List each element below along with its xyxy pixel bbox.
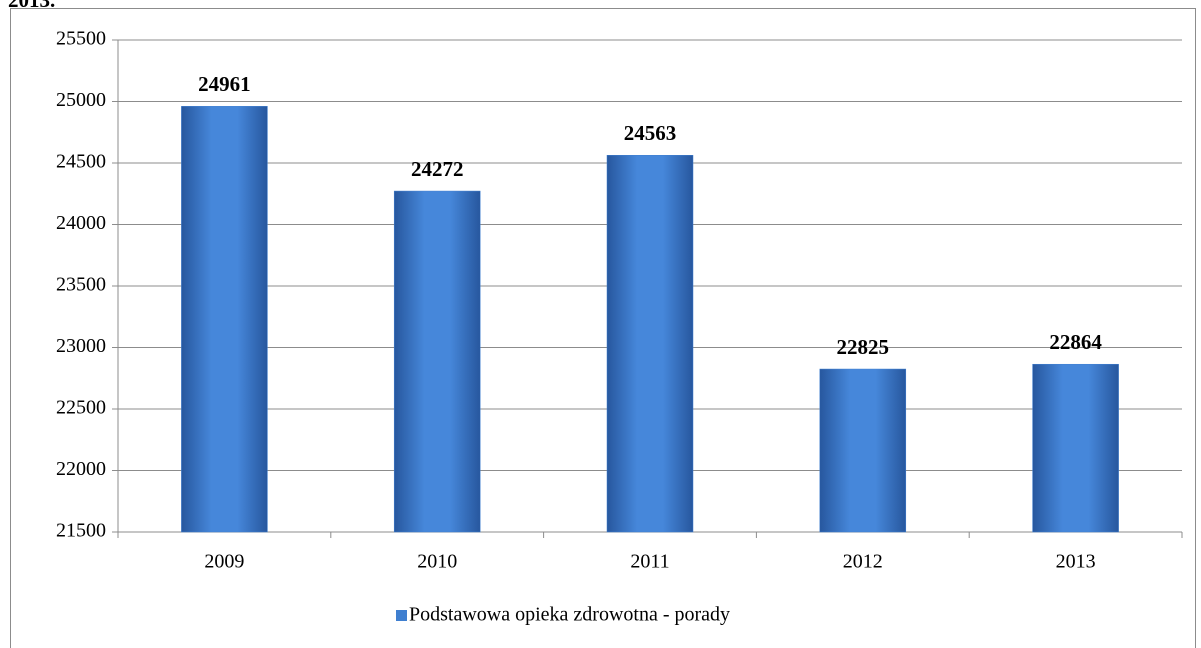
data-label: 24563 bbox=[624, 121, 677, 145]
y-tick-label: 25500 bbox=[56, 28, 106, 50]
data-label: 24961 bbox=[198, 72, 251, 96]
x-tick-label: 2009 bbox=[204, 551, 244, 573]
chart-title: 2013. bbox=[8, 0, 55, 12]
legend-label: Podstawowa opieka zdrowotna - porady bbox=[409, 604, 730, 626]
y-tick-label: 24000 bbox=[56, 212, 106, 234]
bar bbox=[606, 155, 694, 533]
y-tick-label: 23500 bbox=[56, 274, 106, 296]
x-tick-label: 2013 bbox=[1056, 551, 1096, 573]
x-tick-label: 2011 bbox=[630, 551, 669, 573]
bar bbox=[181, 106, 268, 533]
data-label: 22825 bbox=[837, 335, 890, 359]
data-label: 24272 bbox=[411, 157, 464, 181]
y-tick-label: 21500 bbox=[56, 520, 106, 542]
bar bbox=[819, 368, 907, 533]
legend-marker bbox=[396, 610, 407, 621]
y-tick-label: 23000 bbox=[56, 335, 106, 357]
x-tick-label: 2010 bbox=[417, 551, 457, 573]
bar bbox=[393, 190, 481, 533]
bar bbox=[1032, 363, 1119, 533]
data-label: 22864 bbox=[1049, 330, 1102, 354]
x-tick-label: 2012 bbox=[843, 551, 883, 573]
y-tick-label: 24500 bbox=[56, 151, 106, 173]
y-tick-label: 25000 bbox=[56, 89, 106, 111]
y-tick-label: 22000 bbox=[56, 458, 106, 480]
y-tick-label: 22500 bbox=[56, 397, 106, 419]
